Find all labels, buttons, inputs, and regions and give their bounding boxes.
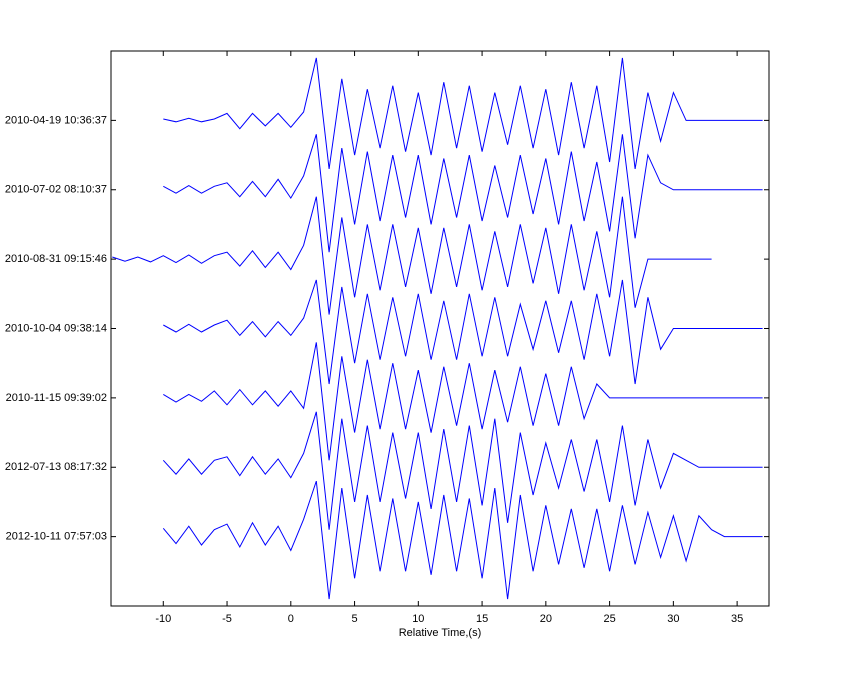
y-tick-label: 2010-07-02 08:10:37 <box>5 184 107 196</box>
traces <box>112 57 763 600</box>
x-tick-label: 15 <box>476 613 488 625</box>
x-tick-label: 5 <box>351 613 357 625</box>
waveform <box>163 279 763 385</box>
x-tick-label: 25 <box>603 613 615 625</box>
y-tick-label: 2010-08-31 09:15:46 <box>5 253 107 265</box>
x-tick-label: -5 <box>222 613 232 625</box>
plot-area <box>110 50 770 607</box>
waveform <box>112 196 712 315</box>
y-tick-label: 2012-10-11 07:57:03 <box>6 531 107 543</box>
x-tick-label: -10 <box>155 613 171 625</box>
y-tick-label: 2010-04-19 10:36:37 <box>5 114 107 126</box>
x-axis-label: Relative Time,(s) <box>399 627 482 639</box>
waveform <box>163 134 763 253</box>
waveform <box>162 480 763 600</box>
y-tick-label: 2010-11-15 09:39:02 <box>6 392 107 404</box>
y-tick-label: 2010-10-04 09:38:14 <box>5 322 107 334</box>
x-tick-label: 0 <box>288 613 294 625</box>
waveform <box>163 342 763 461</box>
x-tick-label: 20 <box>540 613 552 625</box>
waveform <box>162 411 763 530</box>
y-tick-label: 2012-07-13 08:17:32 <box>5 461 107 473</box>
x-tick-label: 30 <box>667 613 679 625</box>
x-tick-label: 35 <box>731 613 743 625</box>
x-tick-label: 10 <box>412 613 424 625</box>
waveform <box>163 57 763 169</box>
